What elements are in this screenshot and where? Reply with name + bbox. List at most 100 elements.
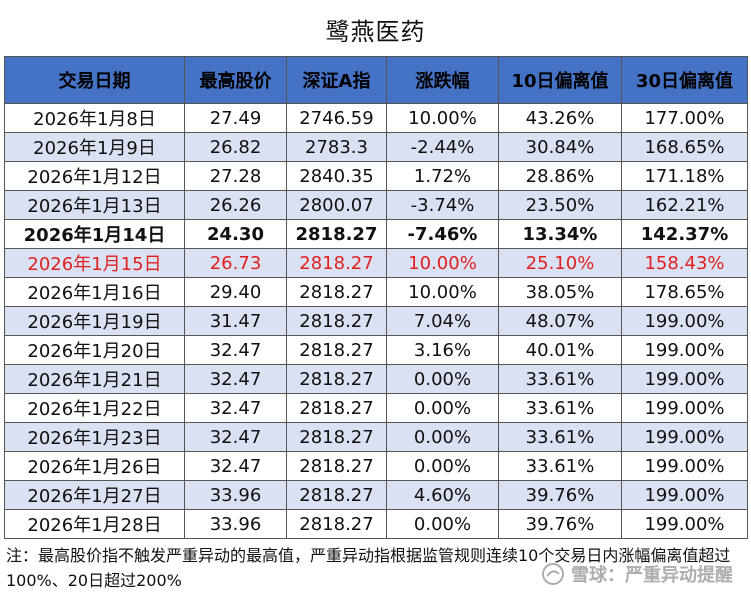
cell-high-price: 33.96	[184, 509, 287, 539]
cell-date: 2026年1月13日	[4, 190, 185, 220]
cell-dev10: 40.01%	[498, 335, 622, 365]
table-row: 2026年1月27日 33.96 2818.27 4.60% 39.76% 199.00%	[4, 480, 748, 510]
cell-change: -3.74%	[386, 190, 499, 220]
cell-dev30: 199.00%	[621, 306, 748, 336]
cell-index: 2818.27	[286, 451, 387, 481]
cell-date: 2026年1月20日	[4, 335, 185, 365]
cell-dev30: 199.00%	[621, 509, 748, 539]
table-row: 2026年1月15日 26.73 2818.27 10.00% 25.10% 158.43…	[4, 248, 748, 278]
table-row: 2026年1月21日 32.47 2818.27 0.00% 33.61% 199.00%	[4, 364, 748, 394]
cell-dev30: 199.00%	[621, 451, 748, 481]
table-row: 2026年1月8日 27.49 2746.59 10.00% 43.26% 177.00%	[4, 103, 748, 133]
cell-change: 4.60%	[386, 480, 499, 510]
cell-change: 0.00%	[386, 451, 499, 481]
cell-dev10: 28.86%	[498, 161, 622, 191]
header-row: 交易日期 最高股价 深证A指 涨跌幅 10日偏离值 30日偏离值	[4, 56, 748, 104]
cell-index: 2818.27	[286, 509, 387, 539]
watermark-text: 雪球：严重异动提醒	[571, 565, 733, 586]
cell-change: 0.00%	[386, 364, 499, 394]
cell-dev30: 199.00%	[621, 364, 748, 394]
table-row: 2026年1月19日 31.47 2818.27 7.04% 48.07% 199.00%	[4, 306, 748, 336]
cell-dev10: 33.61%	[498, 422, 622, 452]
cell-dev30: 158.43%	[621, 248, 748, 278]
cell-high-price: 27.49	[184, 103, 287, 133]
watermark: 雪球：严重异动提醒	[541, 560, 733, 588]
cell-change: 10.00%	[386, 277, 499, 307]
cell-dev30: 199.00%	[621, 480, 748, 510]
cell-dev30: 199.00%	[621, 393, 748, 423]
cell-date: 2026年1月19日	[4, 306, 185, 336]
cell-high-price: 33.96	[184, 480, 287, 510]
cell-dev30: 178.65%	[621, 277, 748, 307]
cell-change: 7.04%	[386, 306, 499, 336]
table-row: 2026年1月28日 33.96 2818.27 0.00% 39.76% 199.00%	[4, 509, 748, 539]
header-index: 深证A指	[286, 56, 387, 104]
cell-date: 2026年1月16日	[4, 277, 185, 307]
cell-high-price: 31.47	[184, 306, 287, 336]
cell-high-price: 27.28	[184, 161, 287, 191]
cell-date: 2026年1月15日	[4, 248, 185, 278]
cell-date: 2026年1月9日	[4, 132, 185, 162]
table-row: 2026年1月23日 32.47 2818.27 0.00% 33.61% 199.00%	[4, 422, 748, 452]
cell-change: 0.00%	[386, 393, 499, 423]
cell-index: 2746.59	[286, 103, 387, 133]
cell-dev10: 25.10%	[498, 248, 622, 278]
cell-date: 2026年1月22日	[4, 393, 185, 423]
cell-change: 10.00%	[386, 248, 499, 278]
cell-dev10: 33.61%	[498, 364, 622, 394]
cell-index: 2783.3	[286, 132, 387, 162]
cell-change: 3.16%	[386, 335, 499, 365]
cell-high-price: 32.47	[184, 393, 287, 423]
table-row: 2026年1月13日 26.26 2800.07 -3.74% 23.50% 162.21…	[4, 190, 748, 220]
cell-date: 2026年1月23日	[4, 422, 185, 452]
table-row: 2026年1月16日 29.40 2818.27 10.00% 38.05% 178.65…	[4, 277, 748, 307]
cell-change: 0.00%	[386, 509, 499, 539]
cell-date: 2026年1月14日	[4, 219, 185, 249]
cell-date: 2026年1月12日	[4, 161, 185, 191]
cell-index: 2818.27	[286, 422, 387, 452]
cell-date: 2026年1月21日	[4, 364, 185, 394]
cell-index: 2840.35	[286, 161, 387, 191]
cell-high-price: 24.30	[184, 219, 287, 249]
cell-dev30: 162.21%	[621, 190, 748, 220]
header-change: 涨跌幅	[386, 56, 499, 104]
cell-index: 2818.27	[286, 219, 387, 249]
cell-date: 2026年1月8日	[4, 103, 185, 133]
cell-high-price: 26.82	[184, 132, 287, 162]
cell-dev30: 142.37%	[621, 219, 748, 249]
header-dev30: 30日偏离值	[621, 56, 748, 104]
cell-high-price: 26.26	[184, 190, 287, 220]
cell-index: 2818.27	[286, 335, 387, 365]
table-row: 2026年1月26日 32.47 2818.27 0.00% 33.61% 199.00%	[4, 451, 748, 481]
snowball-logo-icon	[542, 563, 564, 585]
cell-high-price: 26.73	[184, 248, 287, 278]
cell-date: 2026年1月28日	[4, 509, 185, 539]
cell-dev10: 33.61%	[498, 451, 622, 481]
table-row: 2026年1月9日 26.82 2783.3 -2.44% 30.84% 168.65%	[4, 132, 748, 162]
table-row: 2026年1月20日 32.47 2818.27 3.16% 40.01% 199.00%	[4, 335, 748, 365]
sheet-title: 鹭燕医药	[325, 18, 426, 46]
cell-dev10: 33.61%	[498, 393, 622, 423]
cell-dev10: 48.07%	[498, 306, 622, 336]
cell-high-price: 32.47	[184, 422, 287, 452]
cell-index: 2818.27	[286, 306, 387, 336]
table-body: 2026年1月8日 27.49 2746.59 10.00% 43.26% 177.00%…	[4, 103, 748, 539]
header-date: 交易日期	[4, 56, 185, 104]
cell-high-price: 32.47	[184, 335, 287, 365]
cell-dev30: 171.18%	[621, 161, 748, 191]
cell-high-price: 29.40	[184, 277, 287, 307]
cell-dev10: 38.05%	[498, 277, 622, 307]
cell-index: 2818.27	[286, 393, 387, 423]
cell-dev30: 177.00%	[621, 103, 748, 133]
header-dev10: 10日偏离值	[498, 56, 622, 104]
cell-change: 10.00%	[386, 103, 499, 133]
table-row: 2026年1月22日 32.47 2818.27 0.00% 33.61% 199.00%	[4, 393, 748, 423]
cell-index: 2800.07	[286, 190, 387, 220]
cell-index: 2818.27	[286, 277, 387, 307]
cell-change: 1.72%	[386, 161, 499, 191]
header-high-price: 最高股价	[184, 56, 287, 104]
cell-dev10: 13.34%	[498, 219, 622, 249]
cell-high-price: 32.47	[184, 451, 287, 481]
cell-dev30: 168.65%	[621, 132, 748, 162]
